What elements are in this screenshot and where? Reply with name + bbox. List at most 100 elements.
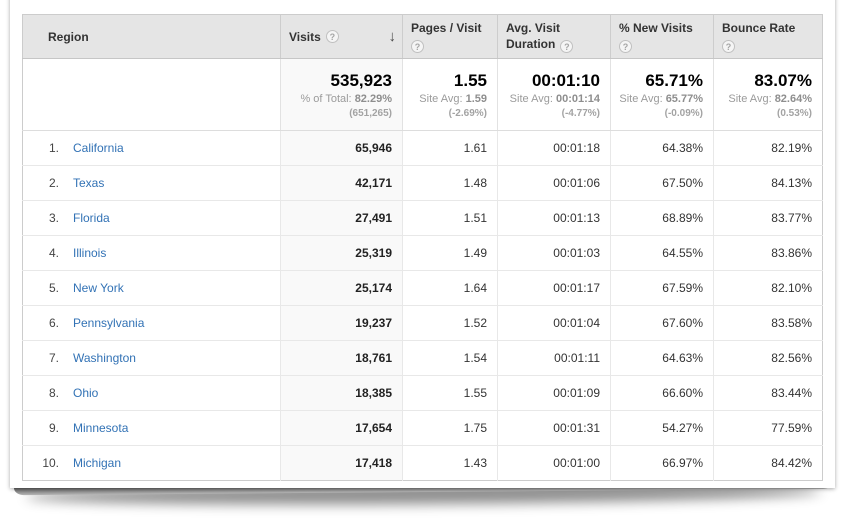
row-rank: 3.: [48, 211, 59, 225]
summary-sub-label: Site Avg:: [419, 93, 463, 105]
cell-pages-per-visit: 1.48: [402, 165, 498, 201]
region-cell: 9. Minnesota: [22, 410, 281, 446]
column-header-pages-per-visit-label: Pages / Visit: [411, 21, 482, 35]
column-header-region[interactable]: Region: [22, 14, 281, 59]
table-row: 5. New York 25,174 1.64 00:01:17 67.59% 8…: [22, 270, 823, 306]
summary-sub-value: 00:01:14: [555, 93, 600, 105]
region-link[interactable]: New York: [73, 281, 124, 295]
row-rank: 9.: [48, 421, 59, 435]
column-header-region-label: Region: [48, 29, 89, 44]
summary-bounce-note: (0.53%): [776, 108, 812, 119]
cell-pages-per-visit: 1.51: [402, 200, 498, 236]
table-row: 3. Florida 27,491 1.51 00:01:13 68.89% 83…: [22, 200, 823, 236]
cell-avg-visit-duration: 00:01:17: [497, 270, 611, 306]
summary-pct-new-visits-cell: 65.71% Site Avg: 65.77% (-0.09%): [610, 58, 714, 131]
region-cell: 1. California: [22, 130, 281, 166]
cell-bounce-rate: 82.56%: [713, 340, 823, 376]
report-card: Region Visits ? ↓ Pages / Visit ?: [10, 0, 835, 488]
region-link[interactable]: Ohio: [73, 386, 99, 400]
summary-bounce-value: 83.07%: [754, 71, 812, 90]
cell-bounce-rate: 82.10%: [713, 270, 823, 306]
table-row: 9. Minnesota 17,654 1.75 00:01:31 54.27% …: [22, 410, 823, 446]
summary-visits-cell: 535,923 % of Total: 82.29% (651,265): [280, 58, 403, 131]
help-icon[interactable]: ?: [619, 40, 632, 53]
region-link[interactable]: Washington: [73, 351, 136, 365]
cell-pages-per-visit: 1.55: [402, 375, 498, 411]
cell-pct-new-visits: 66.60%: [610, 375, 714, 411]
column-header-pct-new-visits-label: % New Visits: [619, 21, 693, 35]
cell-pages-per-visit: 1.49: [402, 235, 498, 271]
cell-pct-new-visits: 67.50%: [610, 165, 714, 201]
row-rank: 1.: [48, 141, 59, 155]
region-cell: 5. New York: [22, 270, 281, 306]
cell-pages-per-visit: 1.61: [402, 130, 498, 166]
summary-pages-per-visit-cell: 1.55 Site Avg: 1.59 (-2.69%): [402, 58, 498, 131]
summary-row: 535,923 % of Total: 82.29% (651,265) 1.5…: [22, 58, 823, 131]
cell-pct-new-visits: 64.38%: [610, 130, 714, 166]
cell-bounce-rate: 84.13%: [713, 165, 823, 201]
region-cell: 4. Illinois: [22, 235, 281, 271]
table-row: 2. Texas 42,171 1.48 00:01:06 67.50% 84.1…: [22, 165, 823, 201]
column-header-bounce-rate[interactable]: Bounce Rate ?: [713, 14, 823, 59]
region-cell: 2. Texas: [22, 165, 281, 201]
cell-bounce-rate: 83.77%: [713, 200, 823, 236]
region-link[interactable]: Pennsylvania: [73, 316, 145, 330]
column-header-avg-visit-duration[interactable]: Avg. Visit Duration?: [497, 14, 611, 59]
cell-pct-new-visits: 64.63%: [610, 340, 714, 376]
summary-duration-value: 00:01:10: [531, 71, 600, 90]
summary-visits-note: (651,265): [349, 108, 392, 119]
table-row: 8. Ohio 18,385 1.55 00:01:09 66.60% 83.44…: [22, 375, 823, 411]
row-rank: 5.: [48, 281, 59, 295]
cell-visits: 25,174: [280, 270, 403, 306]
cell-visits: 27,491: [280, 200, 403, 236]
help-icon[interactable]: ?: [325, 30, 339, 43]
region-cell: 6. Pennsylvania: [22, 305, 281, 341]
help-icon[interactable]: ?: [560, 40, 574, 53]
table-row: 4. Illinois 25,319 1.49 00:01:03 64.55% 8…: [22, 235, 823, 271]
cell-avg-visit-duration: 00:01:03: [497, 235, 611, 271]
summary-sub-value: 1.59: [465, 93, 487, 105]
region-link[interactable]: Minnesota: [73, 421, 129, 435]
cell-pages-per-visit: 1.43: [402, 445, 498, 481]
summary-pages-note: (-2.69%): [448, 108, 487, 119]
sort-descending-icon: ↓: [388, 27, 397, 45]
cell-bounce-rate: 83.86%: [713, 235, 823, 271]
help-icon[interactable]: ?: [411, 40, 424, 53]
cell-pct-new-visits: 68.89%: [610, 200, 714, 236]
region-link[interactable]: Michigan: [73, 456, 122, 470]
row-rank: 7.: [48, 351, 59, 365]
cell-visits: 17,418: [280, 445, 403, 481]
cell-visits: 19,237: [280, 305, 403, 341]
cell-pct-new-visits: 54.27%: [610, 410, 714, 446]
column-header-pct-new-visits[interactable]: % New Visits ?: [610, 14, 714, 59]
summary-bounce-rate-cell: 83.07% Site Avg: 82.64% (0.53%): [713, 58, 823, 131]
region-link[interactable]: Florida: [73, 211, 110, 225]
cell-avg-visit-duration: 00:01:18: [497, 130, 611, 166]
summary-pages-value: 1.55: [453, 71, 487, 90]
cell-avg-visit-duration: 00:01:04: [497, 305, 611, 341]
cell-visits: 18,385: [280, 375, 403, 411]
region-cell: 8. Ohio: [22, 375, 281, 411]
summary-new-visits-value: 65.71%: [645, 71, 703, 90]
column-header-bounce-rate-label: Bounce Rate: [722, 21, 796, 35]
help-icon[interactable]: ?: [722, 40, 735, 53]
region-link[interactable]: Illinois: [73, 246, 107, 260]
cell-avg-visit-duration: 00:01:31: [497, 410, 611, 446]
table-row: 6. Pennsylvania 19,237 1.52 00:01:04 67.6…: [22, 305, 823, 341]
cell-pages-per-visit: 1.75: [402, 410, 498, 446]
region-link[interactable]: Texas: [73, 176, 105, 190]
summary-sub-label: Site Avg:: [728, 93, 772, 105]
cell-bounce-rate: 77.59%: [713, 410, 823, 446]
cell-bounce-rate: 84.42%: [713, 445, 823, 481]
column-header-visits[interactable]: Visits ? ↓: [280, 14, 403, 59]
table-header: Region Visits ? ↓ Pages / Visit ?: [22, 14, 823, 131]
cell-pct-new-visits: 64.55%: [610, 235, 714, 271]
cell-bounce-rate: 82.19%: [713, 130, 823, 166]
table-body: 1. California 65,946 1.61 00:01:18 64.38%…: [22, 130, 823, 481]
column-header-avg-visit-duration-label: Avg. Visit Duration: [506, 21, 561, 51]
cell-pages-per-visit: 1.52: [402, 305, 498, 341]
region-link[interactable]: California: [73, 141, 124, 155]
column-header-pages-per-visit[interactable]: Pages / Visit ?: [402, 14, 498, 59]
summary-region-cell: [22, 58, 281, 131]
